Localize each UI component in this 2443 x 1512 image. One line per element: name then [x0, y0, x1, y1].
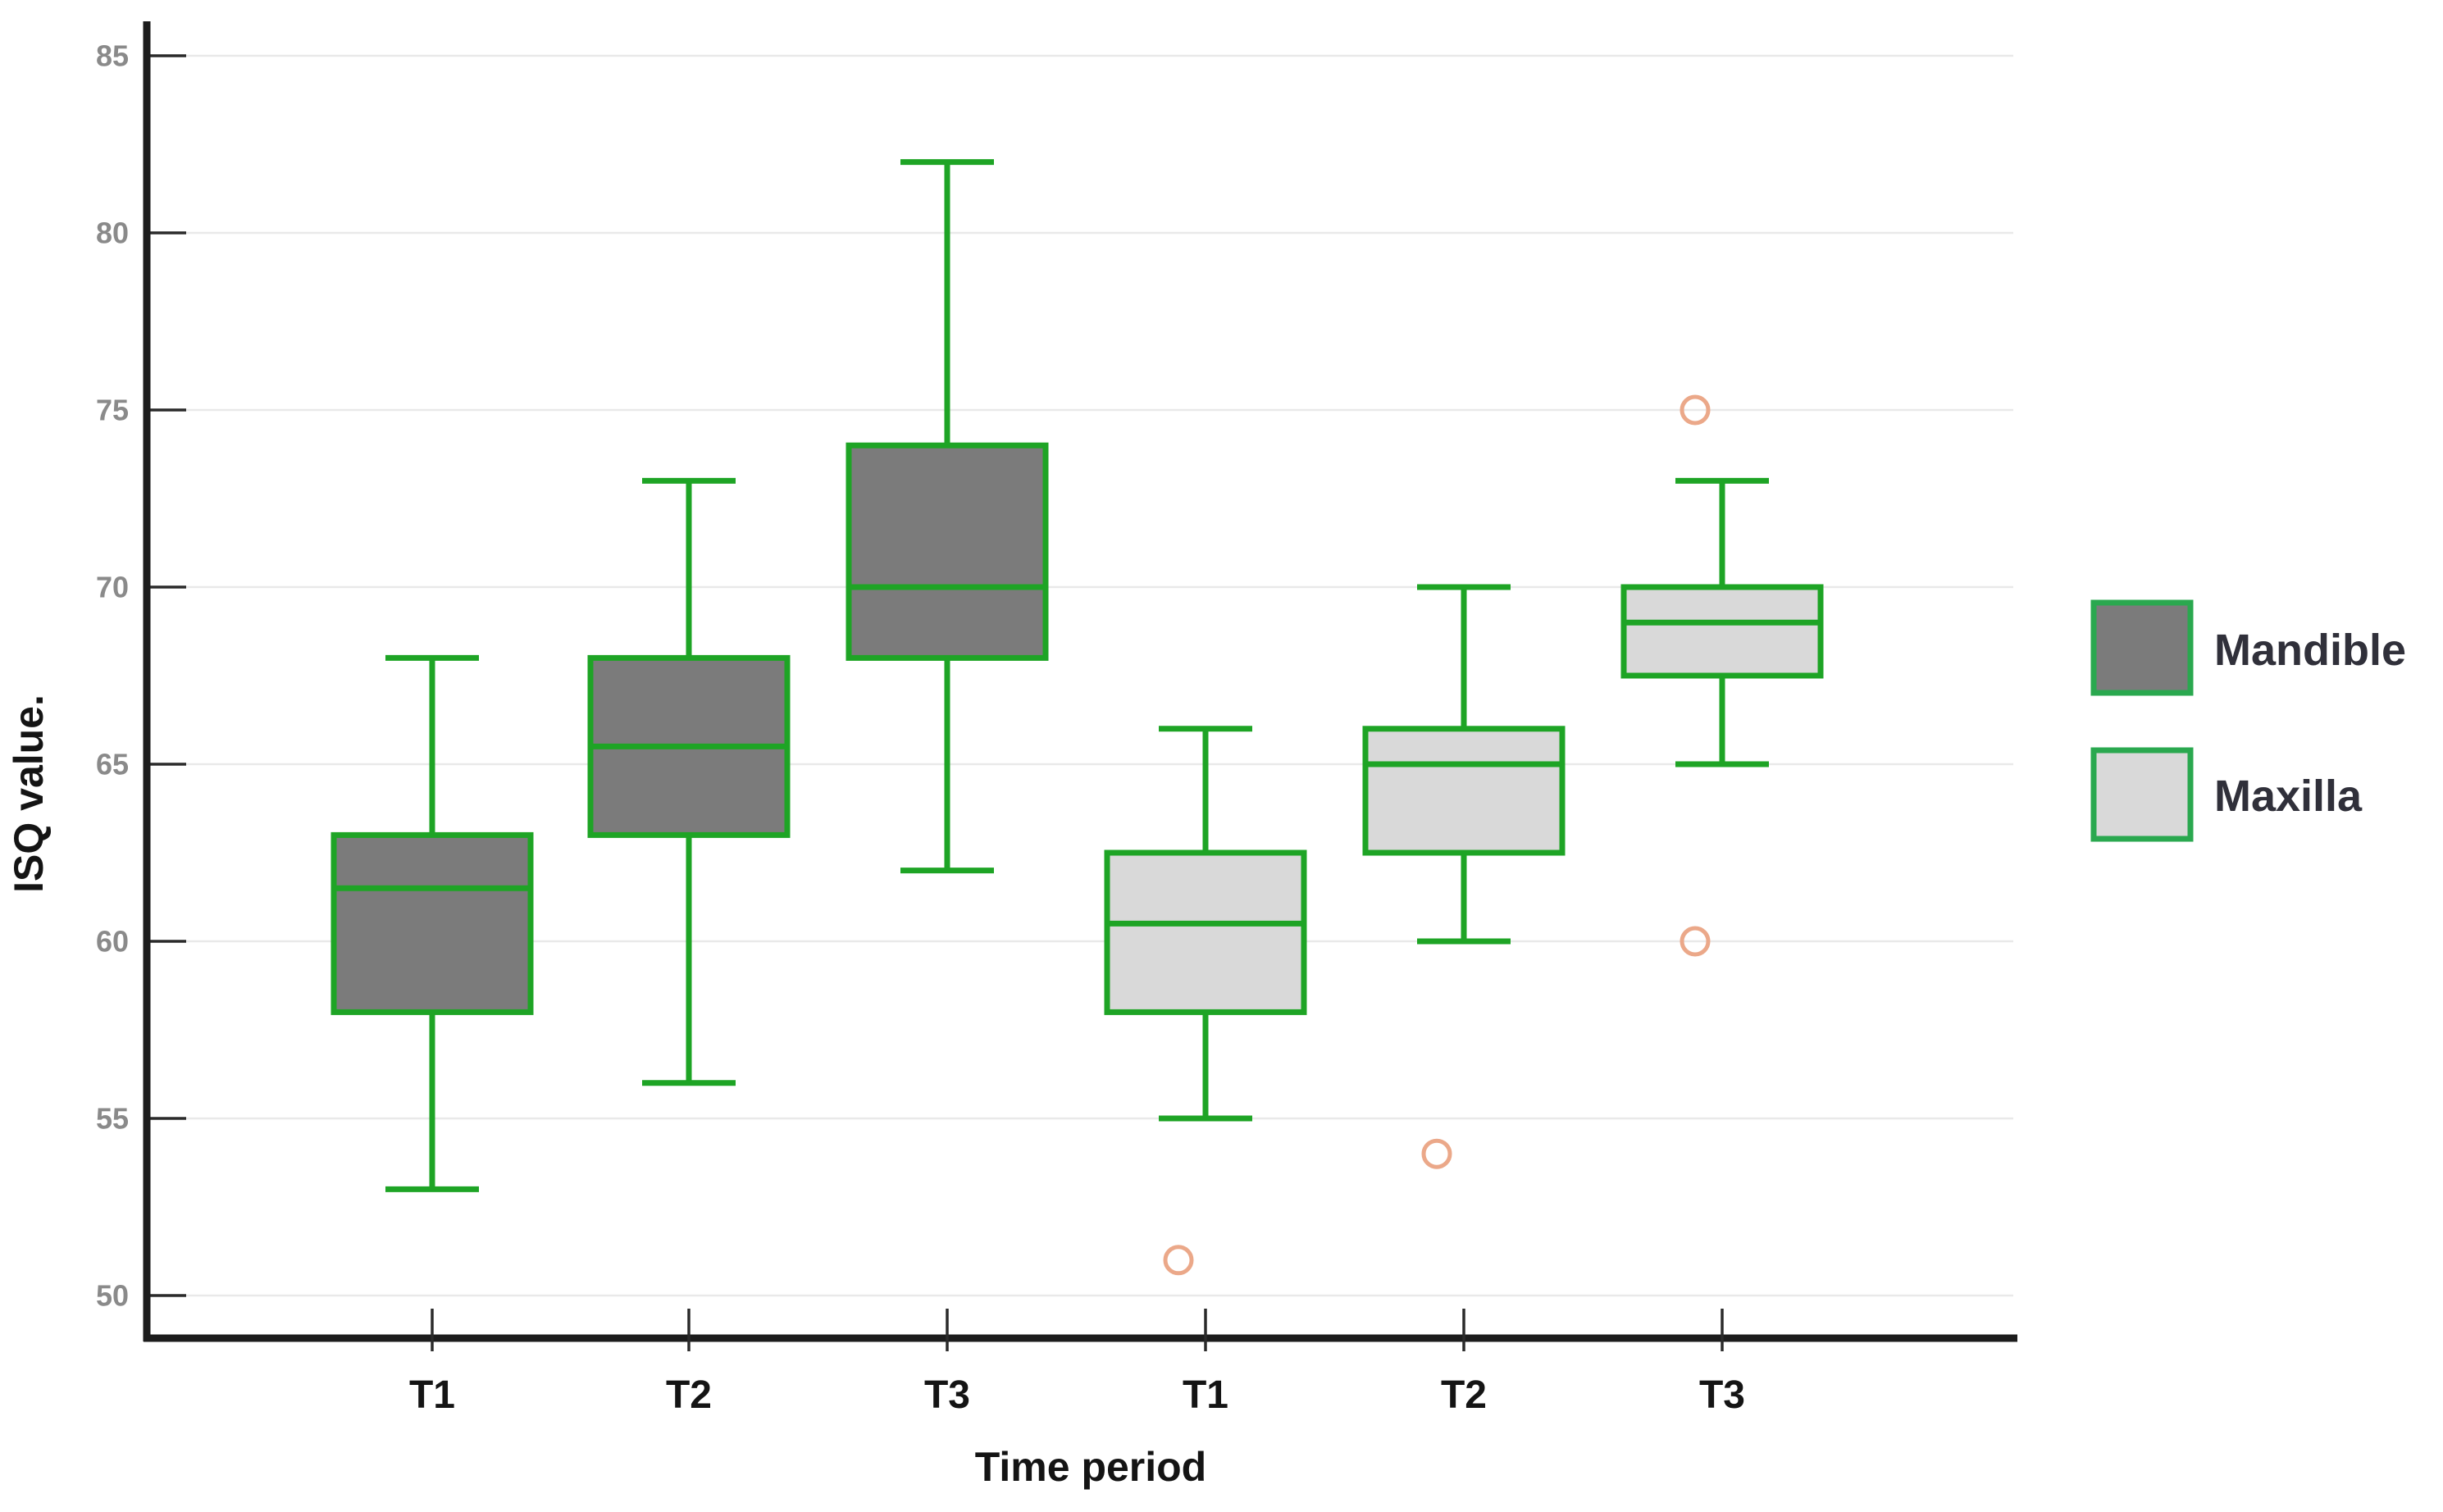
- boxplot-maxilla-t3: [1620, 394, 1824, 957]
- boxplot-mandible-t2: [587, 477, 791, 1086]
- x-axis-title: Time period: [975, 1444, 1206, 1490]
- boxplot-mandible-t1: [330, 654, 534, 1192]
- y-tick-label-80: 80: [96, 216, 129, 250]
- y-tick-label-70: 70: [96, 571, 129, 604]
- iqr-box-mandible-t1: [330, 831, 534, 1015]
- y-tick-label-50: 50: [96, 1279, 129, 1313]
- boxplot-maxilla-t1: [1104, 726, 1307, 1276]
- x-tick-label-3: T1: [1183, 1373, 1228, 1417]
- y-axis-title: ISQ value.: [6, 695, 52, 893]
- legend-label-maxilla: Maxilla: [2214, 772, 2363, 821]
- iqr-box-maxilla-t3: [1620, 584, 1824, 679]
- x-tick-label-1: T2: [666, 1373, 712, 1417]
- x-tick-label-5: T3: [1699, 1373, 1745, 1417]
- outlier-maxilla-t2-54: [1421, 1138, 1452, 1169]
- legend: Mandible Maxilla: [2090, 599, 2406, 842]
- tick-labels-layer: 85 80 75 70 65 60 55 50 T1 T2 T3 T1 T2 T3: [96, 39, 1745, 1418]
- legend-swatch-maxilla: [2090, 747, 2194, 842]
- legend-swatch-mandible: [2090, 599, 2194, 696]
- iqr-box-mandible-t3: [845, 442, 1049, 661]
- x-tick-label-0: T1: [409, 1373, 455, 1417]
- boxes-layer: [330, 159, 1824, 1276]
- outlier-maxilla-t3-75: [1680, 394, 1711, 426]
- iqr-box-maxilla-t2: [1362, 726, 1566, 856]
- x-tick-label-2: T3: [924, 1373, 970, 1417]
- x-tick-label-4: T2: [1441, 1373, 1487, 1417]
- boxplot-maxilla-t2: [1362, 584, 1566, 1169]
- legend-label-mandible: Mandible: [2214, 626, 2406, 675]
- y-tick-label-60: 60: [96, 925, 129, 959]
- iqr-box-maxilla-t1: [1104, 849, 1307, 1015]
- y-tick-label-65: 65: [96, 748, 129, 781]
- boxplot-mandible-t3: [845, 159, 1049, 874]
- y-tick-label-75: 75: [96, 394, 129, 427]
- outlier-maxilla-t3-60: [1680, 926, 1711, 957]
- axes-layer: [143, 21, 2017, 1351]
- y-tick-label-85: 85: [96, 39, 129, 73]
- y-tick-label-55: 55: [96, 1102, 129, 1136]
- outlier-maxilla-t1-51: [1163, 1245, 1194, 1276]
